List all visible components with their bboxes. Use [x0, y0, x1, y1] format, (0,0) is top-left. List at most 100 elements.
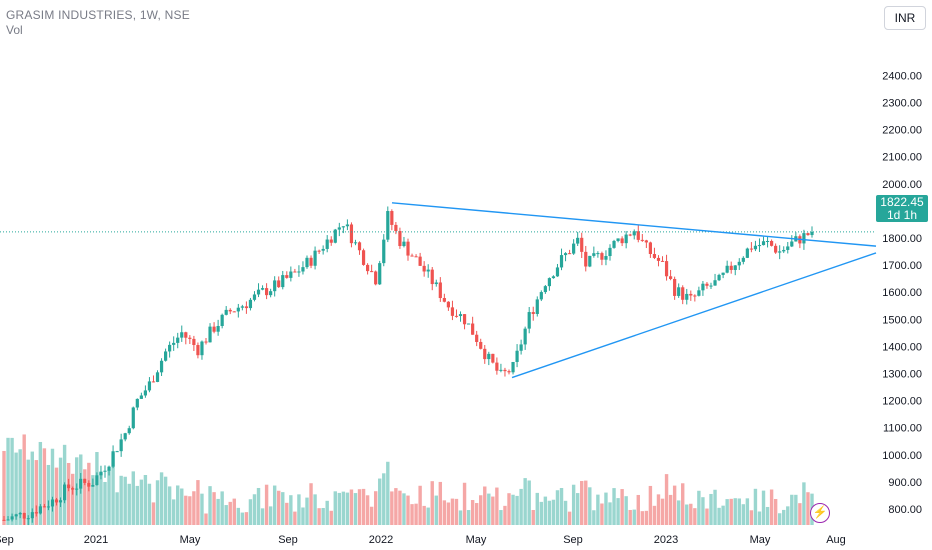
candle-body: [442, 298, 446, 302]
volume-label: Vol: [6, 23, 23, 37]
volume-bar: [458, 510, 463, 525]
volume-bar: [656, 494, 661, 525]
volume-bar: [697, 490, 701, 525]
chart-title: GRASIM INDUSTRIES, 1W, NSE: [6, 8, 190, 22]
candle-body: [220, 314, 224, 327]
volume-bar: [430, 481, 434, 525]
volume-bar: [685, 504, 689, 525]
candle-body: [366, 264, 370, 272]
candle-body: [753, 245, 758, 250]
volume-bar: [285, 502, 289, 525]
volume-bar: [434, 495, 438, 525]
candle-body: [301, 267, 305, 272]
x-tick-label: Sep: [0, 534, 14, 546]
volume-bar: [773, 498, 778, 525]
volume-bar: [398, 490, 402, 525]
candle-body: [471, 323, 475, 335]
volume-bar: [753, 488, 758, 525]
y-tick-label: 900.00: [888, 477, 922, 489]
volume-bar: [559, 488, 564, 525]
volume-bar: [22, 434, 26, 525]
volume-bar: [406, 495, 410, 525]
candle-body: [277, 280, 281, 288]
candle-body: [212, 326, 216, 332]
volume-bar: [228, 501, 232, 525]
volume-bar: [95, 452, 99, 525]
candle-body: [632, 231, 636, 236]
candle-body: [580, 237, 584, 252]
volume-bar: [798, 503, 802, 525]
y-tick-label: 1000.00: [882, 450, 922, 462]
volume-bar: [749, 510, 754, 525]
volume-bar: [535, 492, 539, 525]
volume-bar: [361, 488, 366, 525]
candle-body: [531, 312, 535, 314]
candle-body: [180, 332, 184, 338]
candle-body: [467, 323, 471, 325]
candle-body: [398, 231, 402, 247]
candle-body: [75, 488, 79, 490]
volume-bar: [345, 492, 350, 525]
candle-body: [248, 299, 253, 309]
volume-bar: [155, 480, 160, 525]
candle-body: [681, 287, 685, 300]
volume-bar: [99, 472, 103, 525]
volume-bar: [176, 485, 180, 525]
volume-bar: [794, 494, 798, 525]
volume-bar: [503, 505, 507, 525]
candle-body: [733, 265, 737, 270]
candle-body: [6, 519, 10, 521]
volume-bar: [689, 503, 693, 525]
lightning-bolt-icon[interactable]: ⚡: [810, 503, 830, 523]
candle-body: [624, 234, 628, 244]
candle-body: [693, 295, 697, 297]
candle-body: [616, 238, 620, 241]
volume-bar: [208, 486, 212, 525]
candle-body: [774, 245, 778, 253]
volume-bar: [608, 502, 612, 525]
candle-body: [483, 348, 487, 360]
volume-bar: [580, 480, 584, 525]
volume-bar: [495, 487, 499, 525]
candle-body: [305, 257, 309, 268]
volume-bar: [652, 505, 657, 525]
volume-bar: [648, 485, 653, 525]
volume-bar: [612, 488, 616, 525]
volume-bar: [729, 498, 733, 525]
volume-bar: [103, 481, 107, 525]
candle-body: [42, 506, 46, 508]
volume-bar: [277, 490, 281, 525]
volume-bar: [244, 512, 249, 525]
volume-bar: [46, 464, 51, 525]
volume-bar: [260, 508, 265, 525]
volume-bar: [466, 510, 471, 525]
volume-bar: [786, 506, 790, 525]
candle-body: [677, 287, 681, 296]
y-tick-label: 1200.00: [882, 396, 922, 408]
candle-body: [285, 275, 289, 278]
y-tick-label: 1100.00: [883, 423, 922, 435]
volume-bar: [293, 511, 297, 525]
volume-bar: [2, 450, 6, 525]
volume-bar: [14, 452, 18, 525]
candle-body: [656, 257, 661, 261]
volume-bar: [422, 505, 426, 525]
candle-body: [709, 285, 713, 287]
volume-bar: [301, 507, 305, 525]
candle-body: [119, 439, 123, 452]
candle-body: [741, 257, 745, 262]
candle-body: [390, 211, 394, 225]
y-tick-label: 2100.00: [882, 152, 922, 164]
candle-body: [458, 314, 463, 317]
candle-body: [297, 271, 301, 273]
candle-body: [786, 246, 790, 250]
volume-bar: [305, 497, 309, 525]
candle-body: [547, 278, 551, 287]
currency-button[interactable]: INR: [884, 6, 926, 30]
candle-body: [519, 344, 523, 351]
x-tick-label: 2022: [369, 534, 393, 546]
volume-bar: [365, 495, 370, 525]
volume-bar: [737, 498, 741, 525]
volume-bar: [147, 483, 152, 525]
